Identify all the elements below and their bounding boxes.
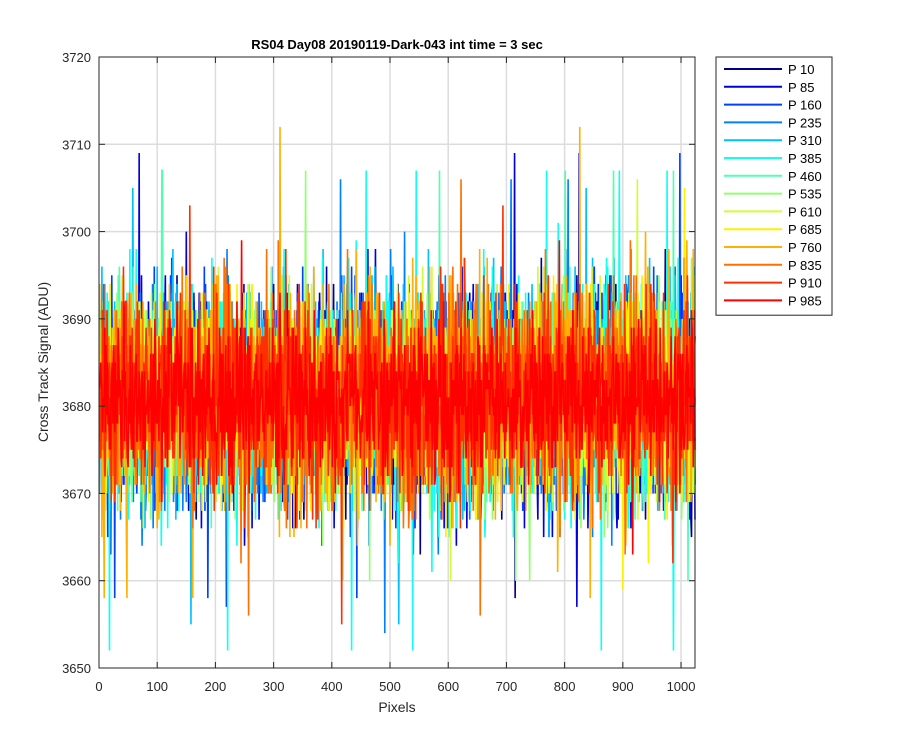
plot-frame bbox=[98, 56, 696, 669]
y-tick-label: 3670 bbox=[62, 486, 91, 501]
x-tick-label: 1000 bbox=[667, 679, 696, 694]
axis-ticks: 0 100 200 300 400 500 600 700 800 900 1000 3650 3660… bbox=[62, 50, 695, 694]
legend-entry-label: P 760 bbox=[788, 240, 822, 255]
legend-entry-label: P 685 bbox=[788, 222, 822, 237]
y-tick-label: 3690 bbox=[62, 312, 91, 327]
y-tick-label: 3700 bbox=[62, 225, 91, 240]
legend-entry-label: P 235 bbox=[788, 115, 822, 130]
legend-box bbox=[715, 56, 833, 316]
x-tick-label: 700 bbox=[496, 679, 518, 694]
y-tick-label: 3650 bbox=[62, 661, 91, 676]
x-tick-label: 400 bbox=[321, 679, 343, 694]
x-tick-label: 100 bbox=[146, 679, 168, 694]
legend-entry-label: P 535 bbox=[788, 187, 822, 202]
legend-entry-label: P 85 bbox=[788, 80, 815, 95]
x-tick-label: 600 bbox=[437, 679, 459, 694]
x-axis-label: Pixels bbox=[378, 699, 415, 715]
legend-entry-label: P 910 bbox=[788, 276, 822, 291]
x-tick-label: 0 bbox=[95, 679, 102, 694]
legend-entry-label: P 10 bbox=[788, 62, 815, 77]
legend: P 10 P 85 P 160 P 235 P 310 P 385 P 460 P 535 P … bbox=[715, 56, 833, 316]
y-tick-label: 3660 bbox=[62, 574, 91, 589]
x-tick-label: 200 bbox=[205, 679, 227, 694]
series-lines bbox=[98, 126, 696, 651]
series-line-p-985 bbox=[98, 240, 696, 555]
legend-entry-label: P 310 bbox=[788, 133, 822, 148]
x-tick-label: 800 bbox=[554, 679, 576, 694]
legend-entry-label: P 160 bbox=[788, 98, 822, 113]
legend-entry-label: P 385 bbox=[788, 151, 822, 166]
chart-title: RS04 Day08 20190119-Dark-043 int time = … bbox=[251, 37, 543, 52]
y-tick-label: 3720 bbox=[62, 50, 91, 65]
y-axis-label: Cross Track Signal (ADU) bbox=[35, 282, 51, 442]
x-tick-label: 900 bbox=[612, 679, 634, 694]
x-tick-label: 300 bbox=[263, 679, 285, 694]
x-tick-label: 500 bbox=[379, 679, 401, 694]
legend-entry-label: P 835 bbox=[788, 258, 822, 273]
legend-entry-label: P 460 bbox=[788, 169, 822, 184]
y-tick-label: 3680 bbox=[62, 399, 91, 414]
y-tick-label: 3710 bbox=[62, 137, 91, 152]
legend-entry-label: P 985 bbox=[788, 293, 822, 308]
legend-entry-label: P 610 bbox=[788, 204, 822, 219]
